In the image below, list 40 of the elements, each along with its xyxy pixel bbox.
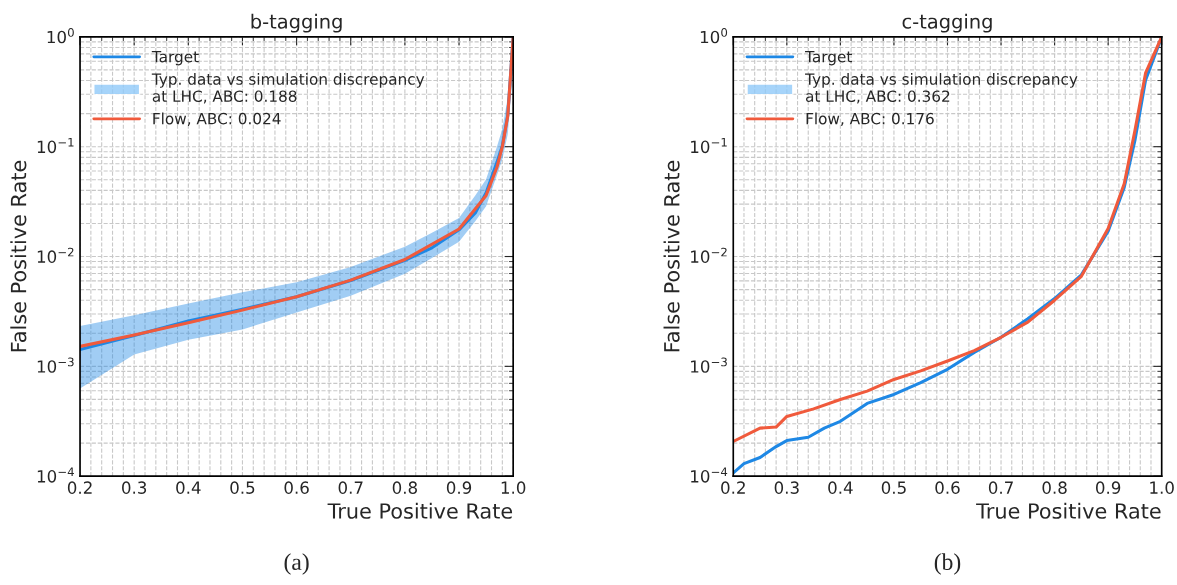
x-tick-label: 0.8 (392, 481, 417, 494)
x-tick-label: 0.9 (446, 481, 472, 494)
y-tick-label: 10$^{−1}$ (37, 138, 74, 154)
legend-label: Flow, ABC: 0.176 (806, 112, 934, 126)
x-tick-label: 0.2 (721, 481, 745, 494)
legend-label: Typ. data vs simulation discrepancy at LHC, ABC: 0.188 (151, 73, 425, 104)
x-tick-label: 0.5 (230, 481, 255, 494)
x-tick-label: 0.6 (935, 481, 960, 494)
y-axis-title: False Positive Rate (663, 160, 680, 352)
y-tick-label: 10$^{−2}$ (691, 247, 727, 263)
x-tick-label: 0.7 (338, 481, 363, 494)
x-tick-label: 0.6 (284, 481, 309, 494)
legend-label: Flow, ABC: 0.024 (153, 112, 281, 126)
x-axis-title: True Positive Rate (327, 502, 513, 519)
legend-label: Typ. data vs simulation discrepancy at LHC, ABC: 0.362 (805, 73, 1078, 104)
y-tick-label: 10$^{−1}$ (691, 138, 727, 154)
chart-title: b-tagging (251, 13, 342, 33)
y-tick-label: 10$^{0}$ (47, 28, 74, 44)
x-tick-label: 0.2 (67, 481, 92, 494)
y-tick-label: 10$^{0}$ (700, 28, 728, 44)
y-tick-label: 10$^{−3}$ (691, 357, 727, 373)
x-axis-title: True Positive Rate (976, 502, 1161, 519)
x-tick-label: 0.3 (774, 481, 799, 494)
x-tick-label: 0.9 (1095, 481, 1121, 494)
x-tick-label: 0.5 (881, 481, 906, 494)
x-tick-label: 0.7 (988, 481, 1013, 494)
x-tick-label: 1.0 (1150, 481, 1174, 494)
x-tick-label: 0.4 (176, 481, 201, 494)
legend-label: Target (805, 51, 852, 66)
chart-title: c-tagging (902, 13, 992, 33)
x-tick-label: 1.0 (501, 481, 526, 494)
x-tick-label: 0.3 (122, 481, 147, 494)
x-tick-label: 0.4 (828, 481, 853, 494)
y-axis-title: False Positive Rate (10, 160, 27, 352)
y-tick-label: 10$^{−3}$ (37, 357, 74, 373)
legend-label: Target (151, 51, 199, 66)
x-tick-label: 0.8 (1042, 481, 1067, 494)
text: (a) (284, 553, 309, 575)
y-tick-label: 10$^{−2}$ (37, 247, 74, 263)
text: (b) (934, 553, 961, 575)
